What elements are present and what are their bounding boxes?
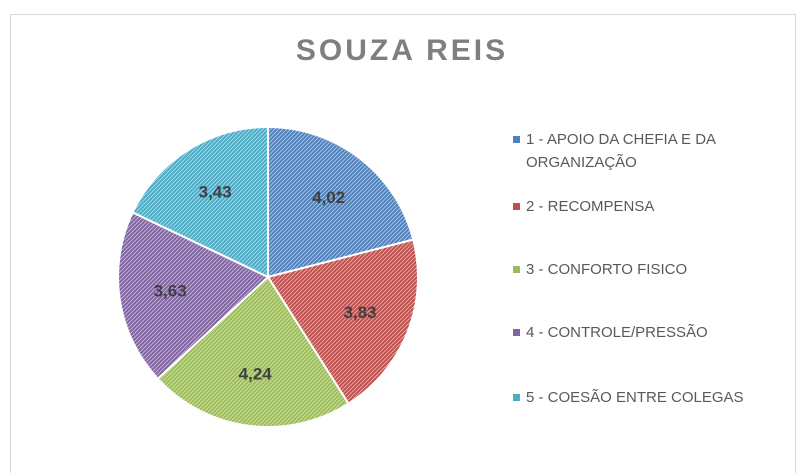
- pie-slice: [267, 125, 415, 279]
- legend-swatch: [513, 203, 520, 210]
- data-label: 3,83: [344, 303, 377, 322]
- legend-label: 3 - CONFORTO FISICO: [526, 261, 688, 278]
- legend-item: 5 - COESÃO ENTRE COLEGAS: [513, 386, 783, 409]
- legend-label: 1 - APOIO DA CHEFIA E DA ORGANIZAÇÃO: [526, 131, 716, 171]
- pie-slice: [117, 211, 270, 381]
- data-label: 3,63: [154, 281, 187, 300]
- legend-item: 4 - CONTROLE/PRESSÃO: [513, 321, 783, 344]
- legend-item: 1 - APOIO DA CHEFIA E DA ORGANIZAÇÃO: [513, 128, 783, 174]
- legend-swatch: [513, 136, 520, 143]
- data-label: 4,24: [239, 365, 273, 384]
- legend-label: 4 - CONTROLE/PRESSÃO: [526, 324, 708, 341]
- data-label: 3,43: [199, 183, 232, 202]
- chart-title: SOUZA REIS: [296, 34, 508, 67]
- legend-swatch: [513, 329, 520, 336]
- pie-slice: [131, 125, 269, 279]
- pie-slice: [266, 238, 419, 405]
- legend-item: 2 - RECOMPENSA: [513, 195, 783, 218]
- legend-item: 3 - CONFORTO FISICO: [513, 258, 783, 281]
- legend-label: 5 - COESÃO ENTRE COLEGAS: [526, 389, 744, 406]
- legend-swatch: [513, 394, 520, 401]
- chart-frame: [10, 14, 796, 473]
- legend-swatch: [513, 266, 520, 273]
- pie-slice: [156, 275, 350, 428]
- legend-label: 2 - RECOMPENSA: [526, 198, 655, 215]
- data-label: 4,02: [312, 188, 345, 207]
